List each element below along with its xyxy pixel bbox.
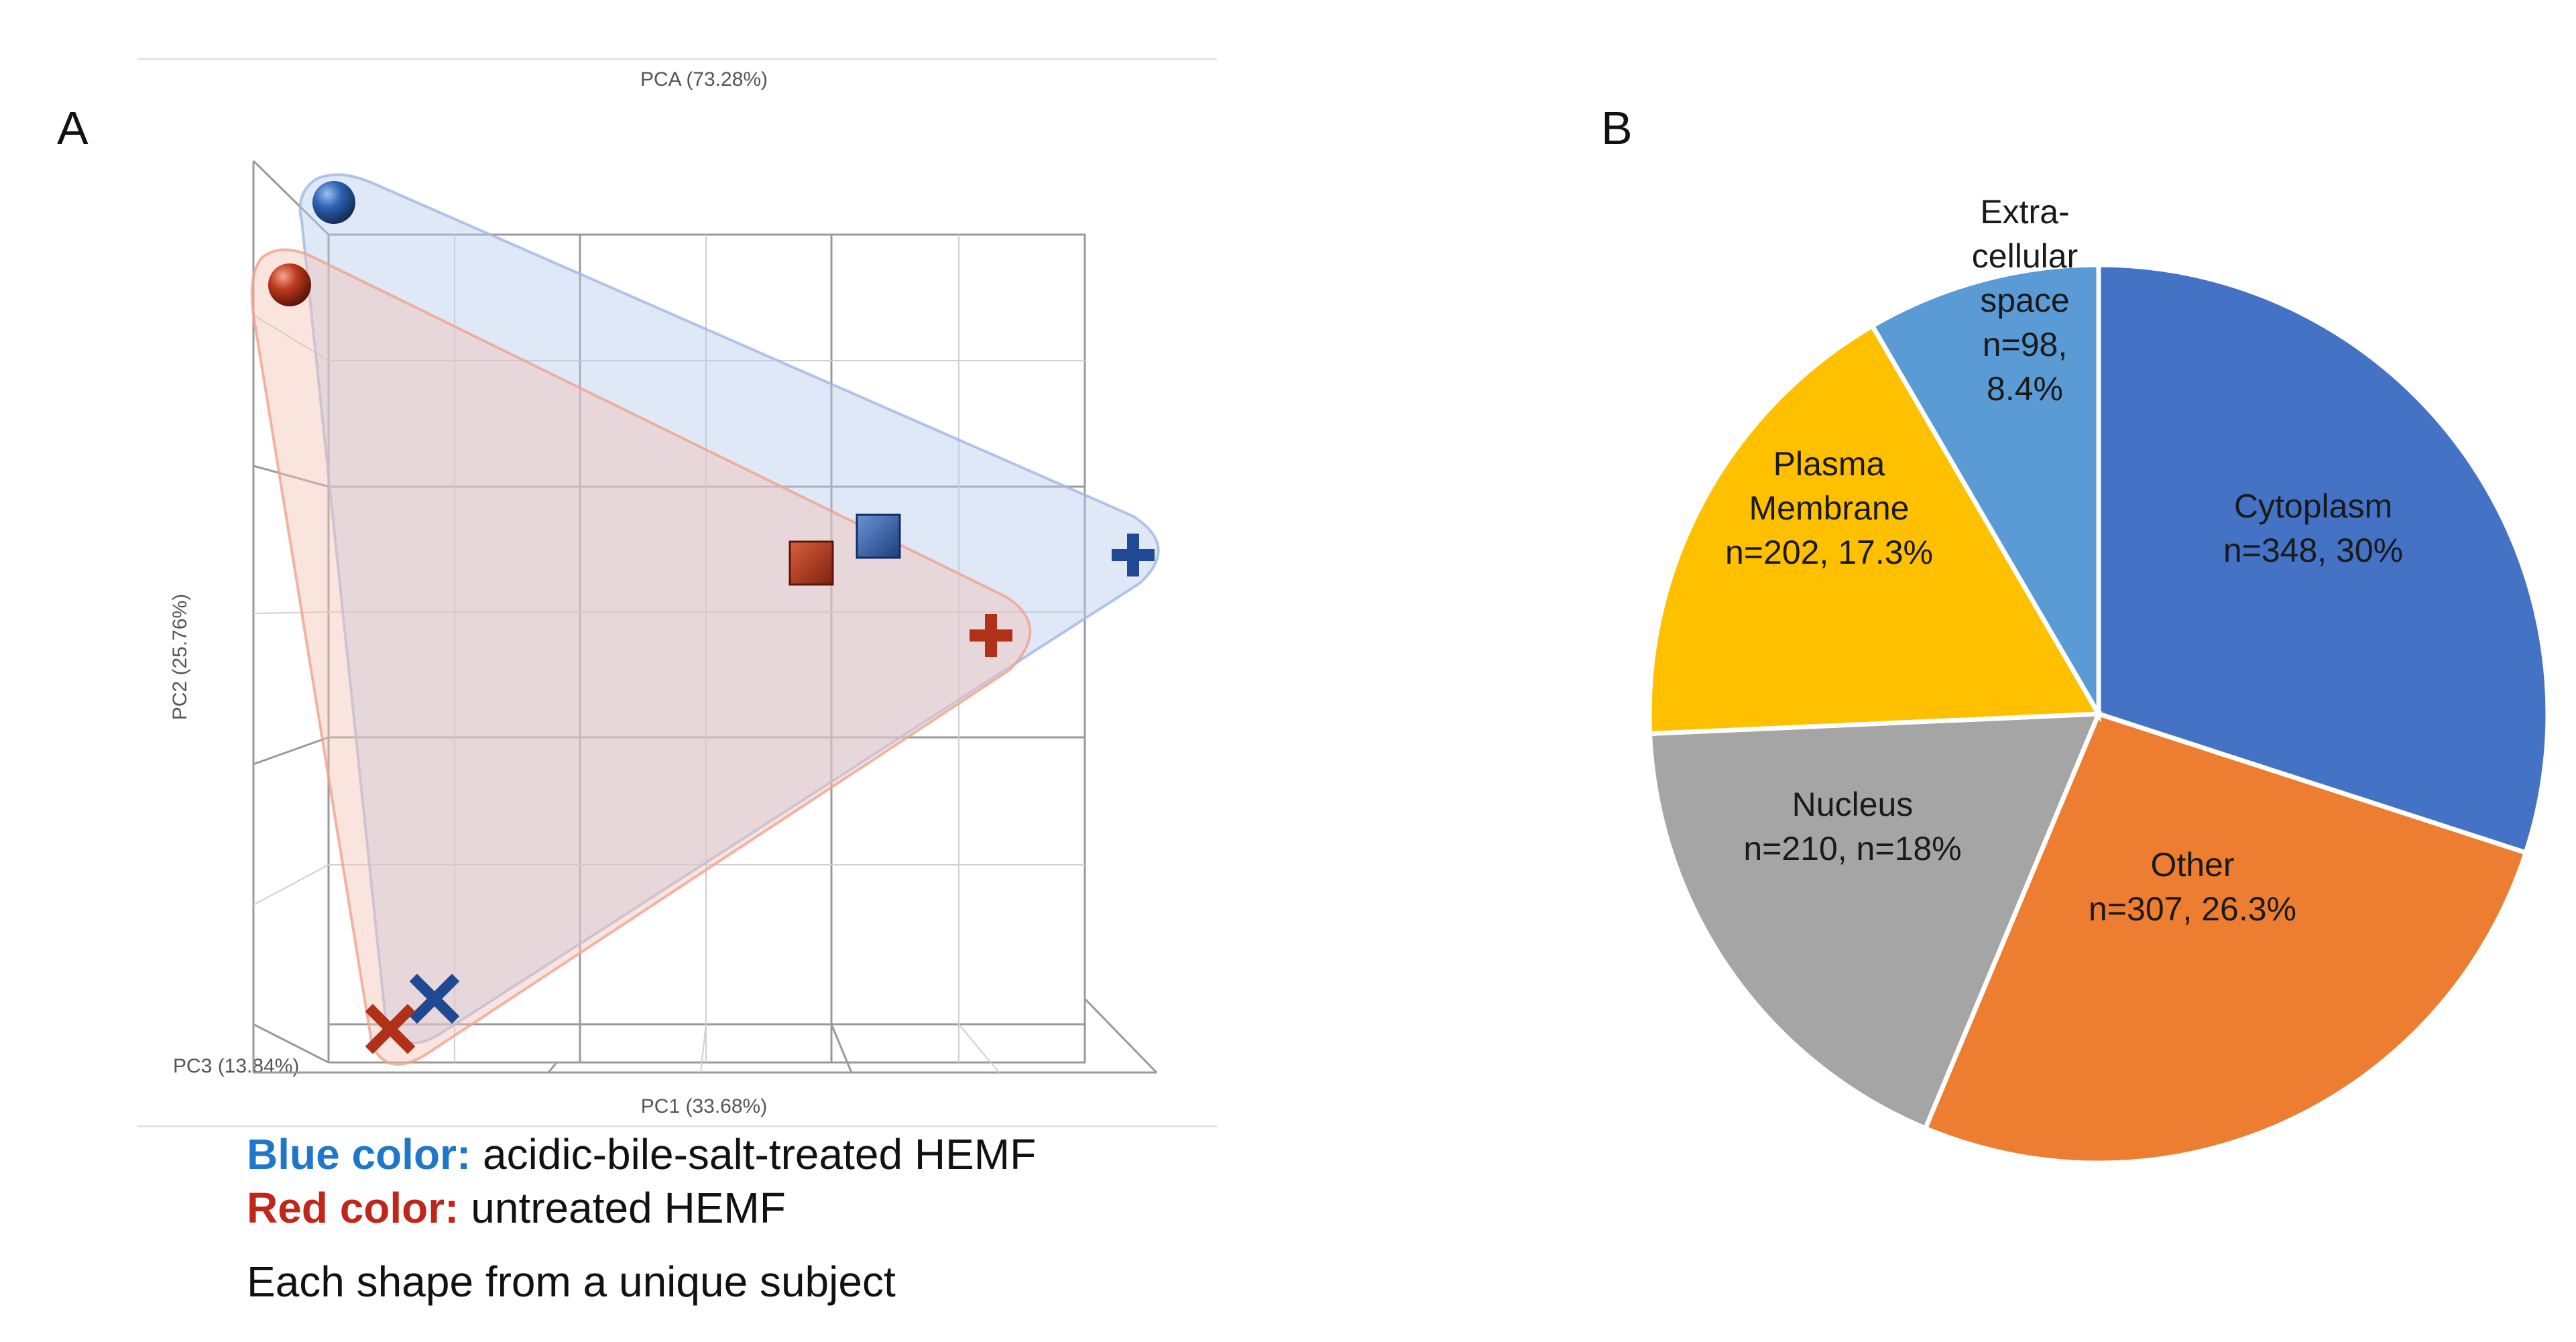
- pie-label-extra-cellular-space-line: n=98,: [1983, 326, 2068, 363]
- pie-label-plasma-membrane-line: n=202, 17.3%: [1725, 534, 1933, 571]
- pie-slice-extra-cellular-space: [1869, 262, 2101, 723]
- legend-red: Red color: untreated HEMF: [247, 1183, 786, 1233]
- pie-label-plasma-membrane-line: Plasma: [1773, 445, 1885, 483]
- pie-slice-other: [1922, 711, 2529, 1166]
- hull-untreated: [250, 248, 1032, 1066]
- pca-x-axis-label: PC1 (33.68%): [641, 1095, 767, 1117]
- legend-note: Each shape from a unique subject: [247, 1258, 896, 1306]
- pie-label-other-line: Other: [2150, 846, 2234, 883]
- pie-label-cytoplasm-line: Cytoplasm: [2234, 487, 2392, 525]
- pie-slice-plasma-membrane: [1647, 322, 2103, 737]
- red-plus-marker: [970, 614, 1012, 657]
- pie-chart: Cytoplasm n=348, 30% Other n=307, 26.3% Nucl…: [1647, 193, 2551, 1166]
- blue-plus-marker: [1112, 534, 1155, 576]
- pie-label-nucleus-line: n=210, n=18%: [1743, 830, 1961, 867]
- pie-label-extra-cellular-space-line: Extra-: [1980, 193, 2069, 231]
- pie-label-extra-cellular-space-line: 8.4%: [1987, 370, 2063, 408]
- hull-treated: [298, 173, 1160, 1044]
- pie-slice-cytoplasm: [2096, 262, 2551, 856]
- pie-label-extra-cellular-space-line: cellular: [1972, 237, 2078, 275]
- pca-y-axis-label: PC2 (25.76%): [169, 594, 191, 720]
- pca-z-axis-label: PC3 (13.84%): [173, 1055, 299, 1077]
- pie-label-other-line: n=307, 26.3%: [2089, 890, 2296, 928]
- pie-slice-nucleus: [1647, 711, 2103, 1132]
- red-sphere-marker: [268, 263, 311, 306]
- panel-letter-b: B: [1601, 102, 1633, 154]
- pie-label-extra-cellular-space-line: space: [1980, 282, 2069, 319]
- pca-title: PCA (73.28%): [640, 68, 768, 90]
- legend-red-label: Red color:: [247, 1184, 459, 1232]
- legend-blue-text: acidic-bile-salt-treated HEMF: [483, 1130, 1037, 1178]
- pie-label-plasma-membrane-line: Membrane: [1749, 489, 1910, 527]
- pie-label-nucleus-line: Nucleus: [1792, 786, 1914, 823]
- pca-markers: [268, 181, 1155, 1054]
- blue-square-marker: [856, 513, 901, 559]
- pie-label-cytoplasm-line: n=348, 30%: [2223, 532, 2403, 569]
- blue-sphere-marker: [312, 181, 355, 224]
- legend-blue-label: Blue color:: [247, 1130, 471, 1178]
- legend-blue: Blue color: acidic-bile-salt-treated HEM…: [247, 1130, 1036, 1179]
- red-cross-marker: [365, 1003, 416, 1054]
- red-square-marker: [788, 540, 834, 586]
- legend-red-text: untreated HEMF: [471, 1184, 786, 1232]
- pca-minor-grid: [253, 235, 1085, 1073]
- blue-cross-marker: [409, 973, 460, 1024]
- panel-letter-a: A: [57, 102, 89, 154]
